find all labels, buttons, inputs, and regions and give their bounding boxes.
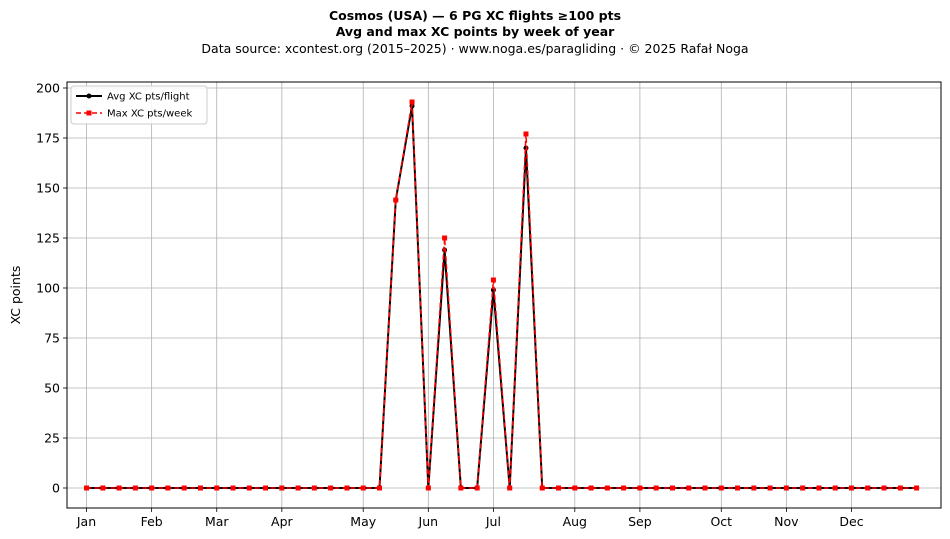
data-source-note: Data source: xcontest.org (2015–2025) · … bbox=[201, 41, 749, 56]
data-point-max bbox=[458, 485, 464, 491]
y-tick-label: 200 bbox=[36, 81, 60, 96]
data-point-max bbox=[442, 235, 448, 241]
data-point-max bbox=[914, 485, 920, 491]
grid-lines bbox=[67, 82, 941, 508]
data-point-max bbox=[328, 485, 334, 491]
data-point-max bbox=[718, 485, 724, 491]
x-tick-label: Apr bbox=[271, 514, 293, 529]
data-point-max bbox=[311, 485, 317, 491]
y-tick-label: 100 bbox=[36, 281, 60, 296]
x-tick-label: Jan bbox=[76, 514, 96, 529]
data-point-max bbox=[246, 485, 252, 491]
plot-frame bbox=[66, 81, 942, 509]
data-point-max bbox=[783, 485, 789, 491]
x-tick-label: Oct bbox=[710, 514, 732, 529]
data-point-max bbox=[637, 485, 643, 491]
x-tick-label: Aug bbox=[563, 514, 587, 529]
legend-box bbox=[70, 85, 208, 125]
data-point-max bbox=[686, 485, 692, 491]
data-point-max bbox=[132, 485, 138, 491]
legend-label: Max XC pts/week bbox=[107, 109, 192, 120]
y-tick-label: 125 bbox=[36, 231, 60, 246]
data-point-max bbox=[507, 485, 513, 491]
data-point-max bbox=[800, 485, 806, 491]
data-point-max bbox=[669, 485, 675, 491]
data-point-max bbox=[197, 485, 203, 491]
legend: Avg XC pts/flight Max XC pts/week bbox=[70, 85, 208, 125]
data-point-max bbox=[572, 485, 578, 491]
legend-marker bbox=[86, 110, 92, 116]
data-point-max bbox=[621, 485, 627, 491]
x-tick-label: Sep bbox=[628, 514, 652, 529]
data-point-max bbox=[767, 485, 773, 491]
data-point-max bbox=[523, 131, 529, 137]
x-tick-label: Feb bbox=[141, 514, 163, 529]
legend-label: Avg XC pts/flight bbox=[107, 92, 190, 103]
x-tick-label: May bbox=[350, 514, 376, 529]
y-tick-label: 175 bbox=[36, 131, 60, 146]
data-point-max bbox=[702, 485, 708, 491]
data-point-max bbox=[816, 485, 822, 491]
data-point-max bbox=[295, 485, 301, 491]
data-point-max bbox=[865, 485, 871, 491]
y-axis-label: XC points bbox=[8, 266, 23, 325]
y-tick-label: 75 bbox=[44, 331, 60, 346]
x-tick-label: Dec bbox=[839, 514, 863, 529]
data-point-max bbox=[84, 485, 90, 491]
data-series bbox=[84, 99, 920, 491]
x-tick-label: Jul bbox=[485, 514, 501, 529]
series-line-max bbox=[86, 101, 917, 489]
data-point-max bbox=[409, 99, 415, 105]
data-point-max bbox=[848, 485, 854, 491]
chart-title: Cosmos (USA) — 6 PG XC flights ≥100 pts bbox=[328, 8, 622, 23]
x-tick-label: Jun bbox=[418, 514, 439, 529]
data-point-max bbox=[263, 485, 269, 491]
data-point-max bbox=[165, 485, 171, 491]
y-axis: 0 25 50 75 100 125 150 175 200 bbox=[36, 81, 67, 496]
data-point-max bbox=[604, 485, 610, 491]
y-tick-label: 25 bbox=[44, 431, 60, 446]
y-tick-label: 0 bbox=[52, 481, 60, 496]
chart-titles: Cosmos (USA) — 6 PG XC flights ≥100 pts … bbox=[0, 8, 950, 58]
data-point-max bbox=[751, 485, 757, 491]
data-point-max bbox=[588, 485, 594, 491]
data-point-max bbox=[214, 485, 220, 491]
data-point-max bbox=[735, 485, 741, 491]
data-point-max bbox=[897, 485, 903, 491]
data-point-max bbox=[474, 485, 480, 491]
legend-marker bbox=[86, 93, 92, 99]
x-tick-label: Mar bbox=[205, 514, 229, 529]
data-point-max bbox=[100, 485, 106, 491]
chart-subtitle: Avg and max XC points by week of year bbox=[335, 24, 615, 39]
data-point-max bbox=[360, 485, 366, 491]
data-point-max bbox=[376, 485, 382, 491]
x-axis: Jan Feb Mar Apr May Jun Jul Aug Sep Oct Nov Dec bbox=[76, 508, 864, 529]
data-point-max bbox=[279, 485, 285, 491]
data-point-max bbox=[393, 197, 399, 203]
data-point-max bbox=[881, 485, 887, 491]
data-point-max bbox=[344, 485, 350, 491]
y-tick-label: 150 bbox=[36, 181, 60, 196]
data-point-max bbox=[832, 485, 838, 491]
data-point-max bbox=[490, 277, 496, 283]
y-tick-label: 50 bbox=[44, 381, 60, 396]
data-point-max bbox=[149, 485, 155, 491]
data-point-max bbox=[230, 485, 236, 491]
data-point-max bbox=[116, 485, 122, 491]
data-point-max bbox=[556, 485, 562, 491]
series-line-avg bbox=[86, 105, 917, 489]
x-tick-label: Nov bbox=[774, 514, 799, 529]
data-point-max bbox=[653, 485, 659, 491]
data-point-max bbox=[539, 485, 545, 491]
data-point-max bbox=[425, 485, 431, 491]
data-point-max bbox=[181, 485, 187, 491]
